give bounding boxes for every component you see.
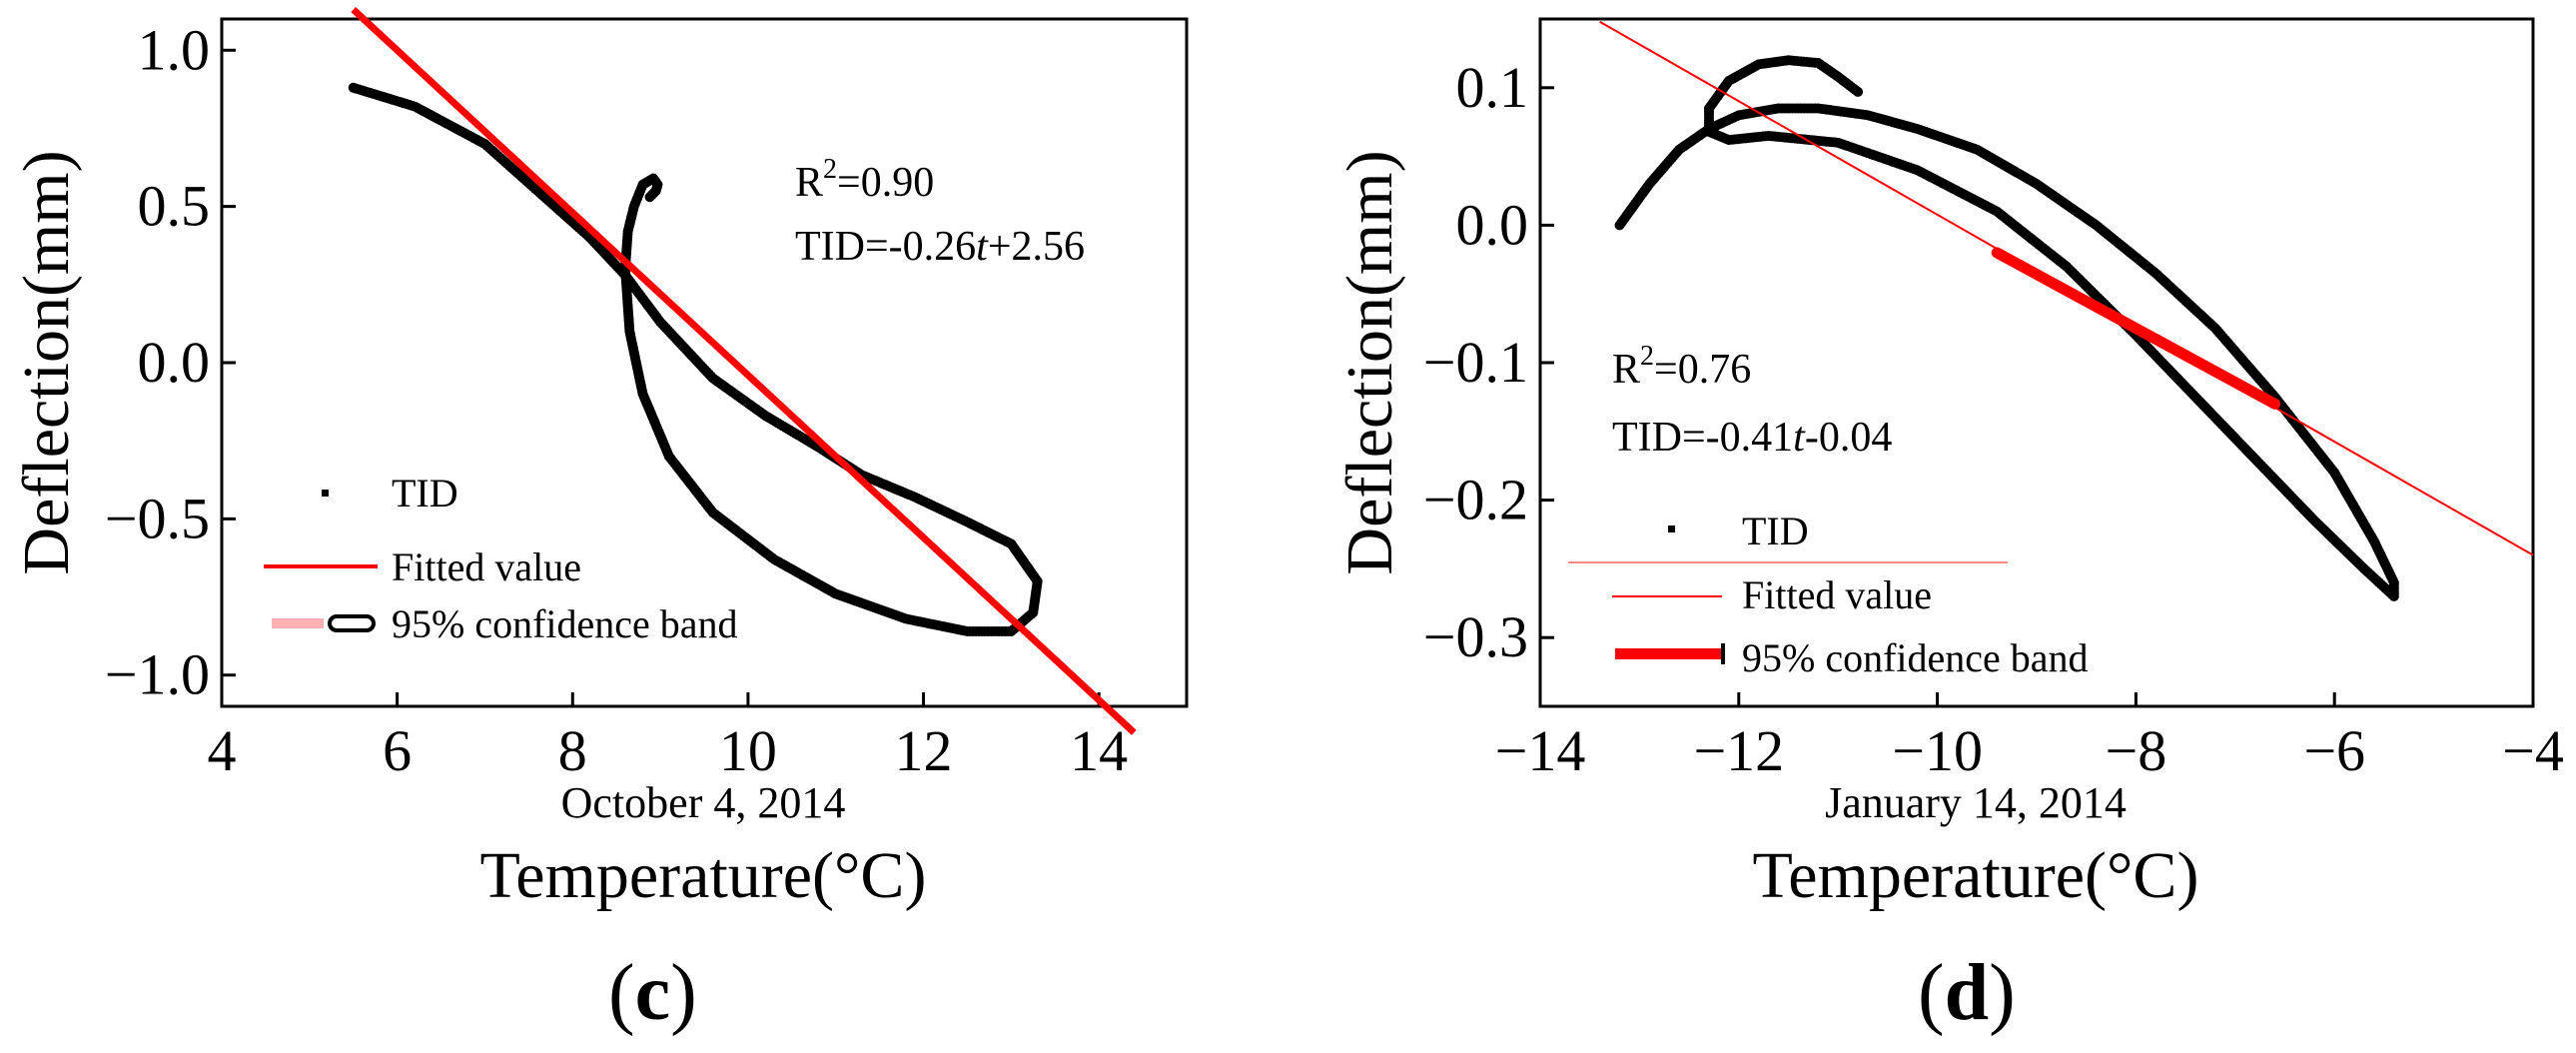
legend-d: TID Fitted value 95% confidence band	[1568, 509, 2089, 680]
x-tick-label: 6	[383, 718, 412, 783]
x-ticks-d: −14 −12 −10 −8 −6 −4	[1495, 692, 2564, 783]
legend-marker-band-d	[1615, 648, 1723, 659]
x-tick-label: −14	[1495, 718, 1586, 783]
x-tick-label: 8	[558, 718, 587, 783]
r2-sup-c: 2	[823, 154, 837, 185]
equation-text-c: TID=-0.26t+2.56	[795, 224, 1085, 270]
trajectory-dot	[1850, 85, 1861, 96]
x-axis-title-d: Temperature(°C)	[1753, 839, 2199, 912]
x-tick-label: −4	[2502, 718, 2564, 783]
confidence-band-d	[1991, 247, 2281, 410]
legend-label-tid-c: TID	[392, 471, 458, 516]
legend-c: TID Fitted value 95% confidence band	[264, 471, 738, 646]
legend-label-band-c: 95% confidence band	[392, 601, 738, 646]
y-tick-label: 0.0	[1456, 192, 1529, 257]
x-ticks-c: 4 6 8 10 12 14	[208, 692, 1128, 783]
equation-suffix-d: -0.04	[1805, 415, 1893, 461]
y-tick-label: −0.5	[105, 486, 210, 550]
y-tick-label: 1.0	[138, 17, 211, 82]
r2-text-c: R2=0.90	[795, 154, 934, 206]
equation-text-d: TID=-0.41t-0.04	[1612, 415, 1892, 461]
equation-prefix-c: TID=-0.26	[795, 224, 976, 270]
y-tick-label: 0.0	[138, 330, 211, 395]
annotation-c: R2=0.90 TID=-0.26t+2.56	[795, 154, 1085, 270]
r2-prefix-d: R	[1612, 347, 1640, 393]
annotation-d: R2=0.76 TID=-0.41t-0.04	[1612, 341, 1892, 461]
x-tick-label: 12	[895, 718, 953, 783]
y-axis-title-d: Deflection(mm)	[1333, 150, 1406, 574]
y-ticks-c: 1.0 0.5 0.0 −0.5 −1.0	[105, 17, 236, 707]
equation-prefix-d: TID=-0.41	[1612, 415, 1793, 461]
y-axis-title-c: Deflection(mm)	[10, 150, 83, 574]
equation-var-d: t	[1793, 415, 1806, 461]
x-tick-label: −12	[1693, 718, 1784, 783]
panel-letter-d: d	[1945, 949, 1990, 1037]
trajectory-dot	[646, 190, 657, 201]
date-label-d: January 14, 2014	[1825, 778, 2127, 827]
chart-panel-d: −14 −12 −10 −8 −6 −4 0.1 0.0 −0.1 −0.2 −0.3 Defle…	[1333, 17, 2564, 1037]
panel-label-c: (c)	[608, 949, 697, 1037]
y-tick-label: −0.1	[1423, 330, 1528, 395]
date-label-c: October 4, 2014	[561, 778, 846, 827]
y-tick-label: −0.2	[1423, 468, 1528, 532]
x-tick-label: −8	[2106, 718, 2167, 783]
x-tick-label: 10	[719, 718, 777, 783]
y-ticks-d: 0.1 0.0 −0.1 −0.2 −0.3	[1423, 55, 1554, 669]
y-tick-label: 0.1	[1456, 55, 1529, 120]
plot-area-d: −14 −12 −10 −8 −6 −4 0.1 0.0 −0.1 −0.2 −0.3	[1423, 17, 2564, 783]
x-tick-label: 14	[1070, 718, 1128, 783]
y-tick-label: 0.5	[138, 174, 211, 239]
r2-prefix-c: R	[795, 160, 823, 206]
legend-marker-tid-d	[1668, 526, 1675, 532]
equation-var-c: t	[976, 224, 989, 270]
r2-value-d: =0.76	[1654, 347, 1751, 393]
x-tick-label: −6	[2303, 718, 2365, 783]
legend-marker-tid-c	[322, 490, 329, 497]
plot-area-c: 4 6 8 10 12 14 1.0 0.5 0.0 −0.5 −1.0	[105, 7, 1189, 783]
y-tick-label: −0.3	[1423, 604, 1528, 669]
y-tick-label: −1.0	[105, 642, 210, 707]
r2-text-d: R2=0.76	[1612, 341, 1751, 393]
legend-marker-band-c	[272, 618, 324, 628]
data-points-d	[1614, 55, 2399, 601]
legend-label-fit-c: Fitted value	[392, 544, 581, 589]
legend-label-band-d: 95% confidence band	[1742, 635, 2089, 680]
fitted-line-c	[351, 7, 1137, 735]
legend-label-tid-d: TID	[1742, 509, 1809, 553]
x-tick-label: 4	[208, 718, 237, 783]
legend-marker-band-outline-c	[328, 614, 376, 632]
equation-suffix-c: +2.56	[988, 224, 1085, 270]
panel-letter-c: c	[635, 949, 671, 1037]
panel-label-d: (d)	[1918, 949, 2016, 1037]
x-axis-title-c: Temperature(°C)	[480, 839, 927, 912]
chart-panel-c: 4 6 8 10 12 14 1.0 0.5 0.0 −0.5 −1.0 Deflection(m…	[10, 7, 1189, 1037]
x-tick-label: −10	[1892, 718, 1983, 783]
r2-value-c: =0.90	[837, 160, 934, 206]
r2-sup-d: 2	[1640, 341, 1654, 372]
legend-label-fit-d: Fitted value	[1742, 572, 1932, 617]
